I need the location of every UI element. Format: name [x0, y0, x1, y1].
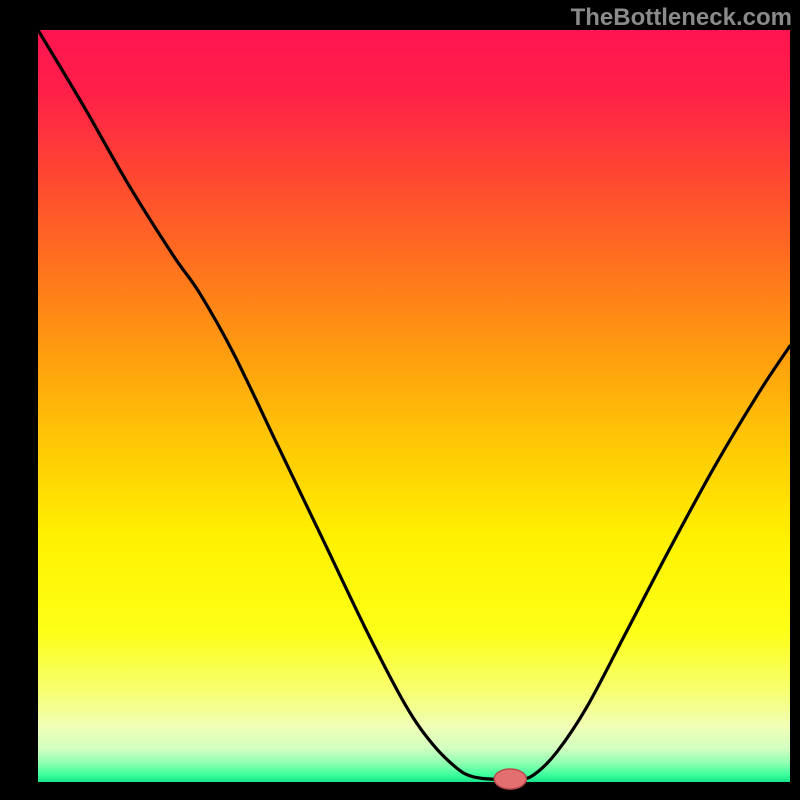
optimal-point-marker	[494, 769, 526, 789]
watermark-label: TheBottleneck.com	[571, 4, 792, 32]
chart-container: TheBottleneck.com	[0, 0, 800, 800]
bottleneck-chart	[0, 0, 800, 800]
chart-background-gradient	[38, 30, 790, 782]
